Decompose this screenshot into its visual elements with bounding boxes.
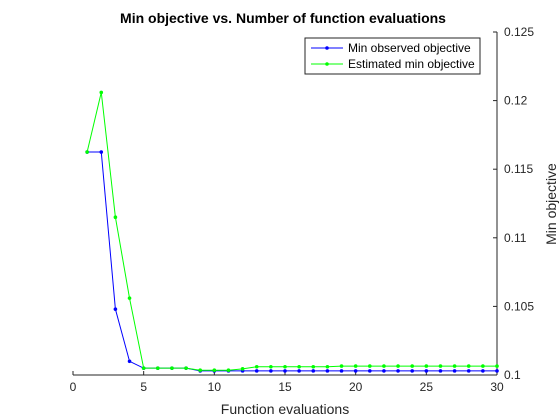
data-point — [85, 150, 89, 154]
data-point — [353, 369, 358, 373]
data-point — [283, 364, 287, 369]
legend-item: Estimated min objective — [311, 57, 475, 71]
axes: 0 5 10 15 20 25 300.1 0.105 0.11 0.115 0.12 0.125 — [70, 25, 535, 394]
data-point — [481, 364, 485, 368]
data-point — [198, 368, 202, 372]
data-point — [452, 364, 457, 368]
data-point — [495, 369, 499, 373]
x-tick-label: 30 — [490, 380, 504, 394]
y-axis-label: Min objective — [543, 163, 559, 245]
data-point — [452, 369, 457, 373]
data-point — [382, 364, 386, 368]
data-point — [254, 369, 259, 373]
data-point — [410, 364, 415, 368]
data-point — [424, 369, 429, 373]
x-tick-label: 25 — [420, 380, 434, 394]
y-tick-label: 0.1 — [504, 368, 521, 382]
data-point — [297, 369, 301, 373]
legend-marker — [325, 62, 329, 66]
data-point — [113, 307, 118, 311]
y-tick-label: 0.105 — [504, 299, 534, 313]
data-point — [396, 369, 400, 373]
y-tick-label: 0.115 — [504, 162, 533, 176]
data-point — [311, 364, 316, 369]
series-line — [86, 92, 497, 371]
data-point — [325, 364, 330, 369]
data-point — [311, 369, 316, 373]
y-tick-label: 0.125 — [504, 25, 534, 39]
data-point — [226, 368, 231, 372]
data-point — [240, 367, 245, 371]
chart-title: Min objective vs. Number of function eva… — [120, 10, 446, 26]
legend-box — [304, 37, 481, 75]
data-point — [269, 364, 273, 369]
data-point — [396, 364, 400, 368]
legend-label: Min observed objective — [348, 41, 471, 55]
data-point — [127, 296, 132, 300]
data-point — [424, 364, 429, 368]
data-point — [212, 368, 217, 372]
data-point — [410, 369, 415, 373]
x-tick-label: 0 — [70, 380, 77, 394]
data-point — [297, 364, 301, 369]
data-point — [127, 359, 132, 364]
data-point — [269, 369, 273, 373]
x-axis-label: Function evaluations — [221, 401, 349, 417]
series-layer — [85, 90, 499, 373]
data-point — [283, 369, 287, 373]
x-tick-label: 15 — [278, 380, 292, 394]
data-point — [254, 364, 259, 369]
data-point — [353, 364, 358, 368]
data-point — [156, 366, 160, 370]
data-point — [99, 90, 104, 95]
x-tick-label: 10 — [208, 380, 222, 394]
data-point — [495, 364, 499, 368]
legend-marker — [325, 46, 329, 50]
data-point — [481, 369, 485, 373]
x-tick-label: 5 — [140, 380, 147, 394]
legend: Min observed objective Estimated min obje… — [304, 37, 481, 75]
data-point — [113, 215, 118, 220]
data-point — [325, 369, 330, 373]
data-point — [170, 366, 174, 370]
legend-label: Estimated min objective — [348, 57, 475, 71]
legend-item: Min observed objective — [311, 41, 471, 55]
data-point — [438, 364, 443, 368]
data-point — [184, 366, 188, 370]
data-point — [466, 364, 471, 368]
data-point — [141, 366, 146, 370]
y-tick-label: 0.11 — [504, 231, 527, 245]
data-point — [438, 369, 443, 373]
data-point — [368, 369, 372, 373]
data-point — [339, 364, 344, 368]
data-point — [368, 364, 372, 368]
x-tick-label: 20 — [349, 380, 363, 394]
data-point — [339, 369, 344, 373]
data-point — [382, 369, 386, 373]
plot-background — [73, 32, 497, 375]
y-tick-label: 0.12 — [504, 94, 528, 108]
series-2 — [85, 90, 499, 372]
plot-area — [73, 32, 497, 375]
data-point — [466, 369, 471, 373]
data-point — [99, 150, 104, 154]
